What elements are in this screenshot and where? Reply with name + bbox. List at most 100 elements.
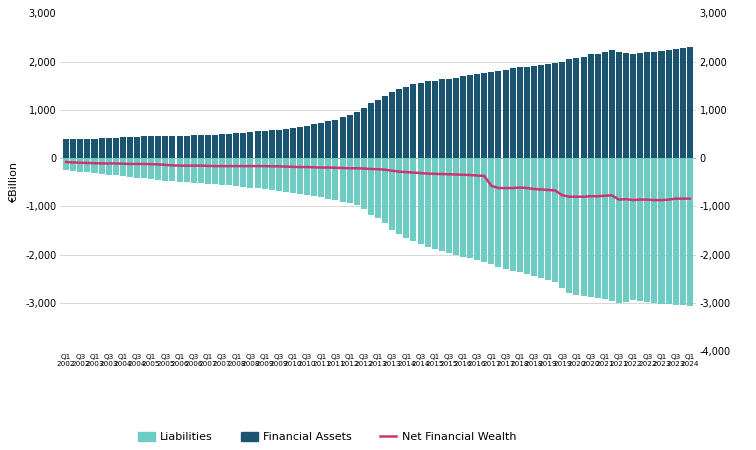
Bar [623, 53, 629, 158]
Bar [375, 100, 381, 158]
Bar [658, 158, 665, 304]
Bar [148, 158, 154, 179]
Bar [566, 59, 572, 158]
Bar [106, 158, 112, 175]
Bar [665, 158, 671, 304]
Bar [325, 158, 331, 198]
Bar [361, 158, 367, 209]
Bar [467, 75, 473, 158]
Bar [680, 158, 686, 305]
Bar [524, 67, 530, 158]
Bar [559, 158, 565, 288]
Bar [396, 89, 402, 158]
Bar [425, 81, 431, 158]
Bar [361, 108, 367, 158]
Bar [566, 158, 572, 293]
Bar [311, 124, 318, 158]
Bar [495, 72, 501, 158]
Bar [333, 158, 339, 200]
Bar [524, 158, 530, 274]
Bar [347, 158, 352, 203]
Bar [106, 138, 112, 158]
Bar [134, 158, 140, 178]
Bar [311, 158, 318, 196]
Bar [673, 158, 679, 305]
Bar [191, 158, 197, 183]
Bar [375, 158, 381, 218]
Bar [545, 63, 551, 158]
Bar [212, 158, 218, 184]
Bar [652, 52, 658, 158]
Bar [219, 158, 225, 185]
Bar [460, 76, 466, 158]
Bar [339, 158, 345, 202]
Bar [226, 134, 232, 158]
Bar [240, 158, 246, 187]
Bar [517, 68, 522, 158]
Line: Net Financial Wealth: Net Financial Wealth [67, 162, 689, 200]
Bar [488, 72, 494, 158]
Bar [290, 128, 296, 158]
Bar [198, 158, 204, 183]
Bar [687, 47, 692, 158]
Bar [70, 158, 76, 171]
Bar [262, 158, 268, 189]
Bar [609, 158, 615, 301]
Bar [354, 112, 360, 158]
Bar [609, 50, 615, 158]
Bar [587, 158, 593, 297]
Bar [98, 158, 104, 174]
Bar [304, 158, 310, 194]
Bar [255, 158, 261, 188]
Bar [637, 158, 643, 302]
Bar [644, 158, 650, 302]
Bar [538, 65, 544, 158]
Bar [283, 158, 289, 192]
Bar [169, 158, 175, 181]
Bar [191, 135, 197, 158]
Bar [98, 138, 104, 158]
Bar [389, 158, 395, 230]
Bar [417, 158, 423, 244]
Bar [404, 87, 409, 158]
Bar [517, 158, 522, 272]
Bar [368, 158, 374, 215]
Bar [283, 129, 289, 158]
Bar [652, 158, 658, 303]
Bar [134, 137, 140, 158]
Net Financial Wealth [302, 164, 311, 170]
Bar [602, 52, 608, 158]
Bar [644, 52, 650, 158]
Bar [290, 158, 296, 193]
Bar [581, 57, 587, 158]
Bar [276, 130, 282, 158]
Bar [595, 158, 601, 298]
Bar [91, 158, 98, 173]
Bar [389, 92, 395, 158]
Bar [127, 137, 133, 158]
Bar [417, 83, 423, 158]
Bar [155, 136, 161, 158]
Bar [382, 96, 388, 158]
Bar [113, 138, 119, 158]
Bar [155, 158, 161, 180]
Bar [531, 158, 537, 276]
Bar [297, 127, 303, 158]
Bar [85, 139, 91, 158]
Bar [581, 158, 587, 296]
Bar [438, 158, 445, 251]
Bar [333, 120, 339, 158]
Bar [368, 103, 374, 158]
Bar [247, 132, 253, 158]
Bar [687, 158, 692, 306]
Bar [510, 158, 516, 271]
Bar [304, 126, 310, 158]
Bar [339, 117, 345, 158]
Net Financial Wealth [380, 167, 389, 172]
Bar [411, 158, 417, 241]
Bar [658, 51, 665, 158]
Bar [396, 158, 402, 234]
Bar [318, 158, 324, 197]
Bar [545, 158, 551, 280]
Bar [141, 158, 147, 178]
